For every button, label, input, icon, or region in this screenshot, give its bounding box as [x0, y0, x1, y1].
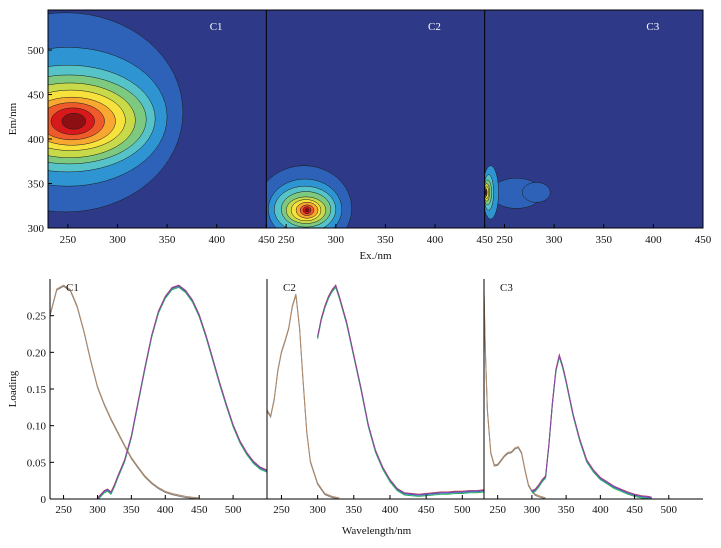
loading-line: [267, 294, 340, 499]
loading-panel-c3: C3: [484, 282, 652, 499]
loading-line: [97, 286, 267, 499]
loading-line: [97, 285, 267, 499]
loading-y-tick-label: 0.25: [27, 311, 47, 323]
loading-x-tick-label: 500: [454, 504, 471, 516]
contour-level-10: [304, 208, 310, 213]
loading-line: [531, 353, 652, 498]
contour-y-tick-label: 400: [28, 134, 45, 146]
loading-x-tick-label: 400: [157, 504, 174, 516]
contour-level-10: [61, 112, 86, 130]
contour-x-tick-label: 450: [695, 234, 712, 246]
contour-x-tick-label: 450: [258, 234, 275, 246]
loading-x-tick-label: 400: [382, 504, 399, 516]
loading-line: [267, 293, 340, 499]
loading-panel-label: C1: [66, 282, 79, 294]
loading-x-tick-label: 250: [273, 504, 290, 516]
loading-line: [531, 352, 652, 498]
loading-y-tick-label: 0.20: [27, 347, 47, 359]
contour-x-tick-label: 400: [208, 234, 225, 246]
loading-panels: C1 C2 C3: [50, 282, 652, 499]
contour-panel-c2: C2: [266, 10, 485, 228]
contour-y-axis-label: Em/nm: [7, 102, 19, 135]
contour-x-tick-label: 350: [377, 234, 394, 246]
contour-x-tick-label: 400: [427, 234, 444, 246]
contour-x-tick-label: 450: [476, 234, 493, 246]
contour-x-tick-label: 400: [645, 234, 662, 246]
loading-x-tick-label: 450: [418, 504, 435, 516]
contour-panel-label: C3: [646, 21, 659, 33]
contour-lobe: [522, 182, 551, 203]
loading-line: [317, 286, 484, 497]
loading-line: [50, 285, 200, 499]
contour-x-tick-label: 350: [596, 234, 613, 246]
loading-x-tick-label: 350: [558, 504, 575, 516]
loading-panel-label: C2: [283, 282, 296, 294]
contour-y-tick-label: 500: [28, 45, 45, 57]
loading-x-tick-label: 450: [191, 504, 208, 516]
loading-panel-c2: C2: [267, 282, 484, 499]
loading-x-tick-label: 250: [489, 504, 506, 516]
loading-x-tick-label: 300: [89, 504, 106, 516]
loading-line: [317, 284, 484, 495]
loading-panel-c1: C1: [50, 282, 267, 499]
loading-panel-label: C3: [500, 282, 513, 294]
contour-y-tick-label: 350: [28, 179, 45, 191]
contour-panel-c3: C3: [484, 10, 703, 228]
contour-x-axis-label: Ex./nm: [359, 250, 392, 262]
contour-panel-label: C1: [210, 21, 223, 33]
loading-line: [317, 284, 484, 496]
loading-line: [484, 293, 546, 499]
loading-line: [484, 292, 546, 499]
loading-x-tick-label: 500: [661, 504, 678, 516]
loading-y-tick-label: 0.05: [27, 457, 47, 469]
contour-x-tick-label: 250: [278, 234, 295, 246]
loading-x-tick-label: 250: [55, 504, 72, 516]
loading-line: [50, 284, 200, 499]
loading-x-tick-label: 450: [626, 504, 643, 516]
contour-axes: 250 300 350 400 450 300 350 400 450 500 250 300 350 4…: [28, 9, 712, 246]
loading-x-tick-label: 300: [524, 504, 541, 516]
loading-x-tick-label: 300: [309, 504, 326, 516]
loading-x-tick-label: 350: [346, 504, 363, 516]
loading-line: [317, 285, 484, 496]
contour-frame: [47, 9, 704, 229]
loading-x-tick-label: 500: [225, 504, 242, 516]
loading-x-axis-label: Wavelength/nm: [342, 525, 412, 537]
loading-y-tick-label: 0.15: [27, 384, 47, 396]
contour-panels: C1 C2 C3: [48, 10, 703, 228]
contour-x-tick-label: 300: [328, 234, 345, 246]
loading-x-tick-label: 350: [123, 504, 140, 516]
contour-x-tick-label: 250: [496, 234, 513, 246]
contour-x-tick-label: 300: [109, 234, 126, 246]
contour-level-10: [484, 190, 487, 195]
contour-x-tick-label: 300: [546, 234, 563, 246]
loading-y-tick-label: 0.10: [27, 421, 47, 433]
contour-y-tick-label: 450: [28, 90, 45, 102]
contour-y-tick-label: 300: [28, 223, 45, 235]
contour-x-tick-label: 350: [159, 234, 176, 246]
contour-x-tick-label: 250: [60, 234, 77, 246]
contour-panel-c1: C1: [48, 10, 267, 228]
loading-y-axis-label: Loading: [7, 370, 19, 407]
loading-x-tick-label: 400: [592, 504, 609, 516]
loading-axes: 250 300 350 400 450 500 250 300 350 400 450 500 250 3…: [27, 279, 703, 516]
loading-y-tick-label: 0: [41, 494, 47, 506]
contour-panel-label: C2: [428, 21, 441, 33]
